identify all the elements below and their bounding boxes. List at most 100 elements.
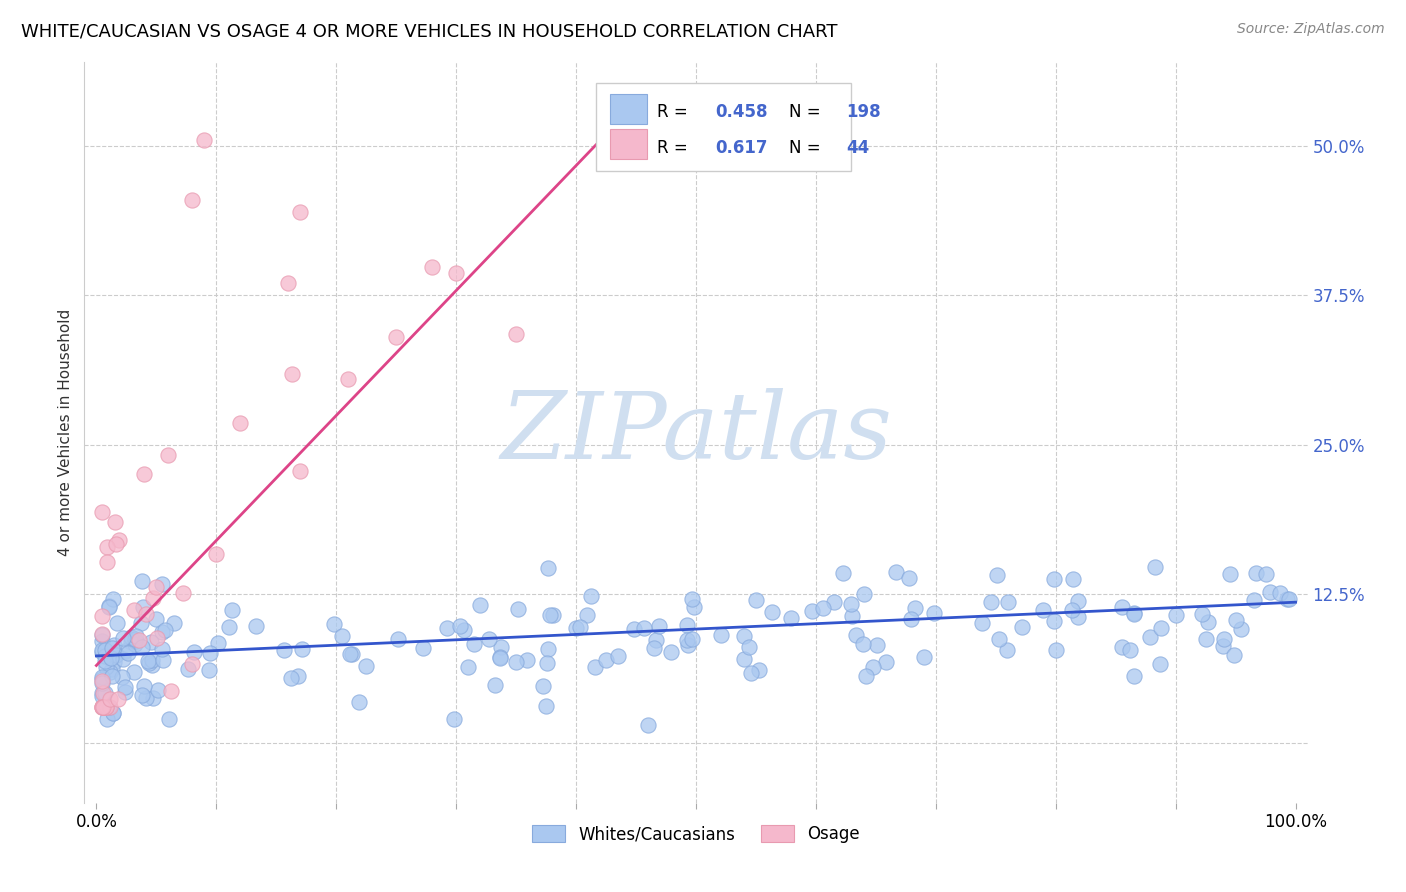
Point [153,624,176,638]
Point [420,260,443,274]
Point [922,606,945,620]
Point [841,597,863,611]
Point [91,609,114,624]
Point [1062,603,1084,617]
Point [193,133,215,147]
Point [107,692,129,706]
Point [172,586,194,600]
Point [1278,591,1301,606]
Point [623,623,645,637]
Point [91,627,114,641]
Text: ZIPatlas: ZIPatlas [501,388,891,477]
Point [568,620,591,634]
Point [290,204,312,219]
Point [449,618,471,632]
Point [160,684,183,698]
Point [595,653,617,667]
Point [866,638,889,652]
Point [1243,592,1265,607]
Point [229,417,252,431]
FancyBboxPatch shape [596,83,851,171]
Point [987,632,1010,647]
Point [436,621,458,635]
Point [94,700,117,714]
Point [91,627,114,641]
Point [659,645,682,659]
Point [124,637,146,651]
Point [281,368,304,382]
Point [277,277,299,291]
Point [101,706,124,721]
Point [505,655,527,669]
Text: N =: N = [789,138,825,157]
Point [683,600,706,615]
Point [1062,572,1084,586]
Point [114,685,136,699]
Point [1223,648,1246,662]
Point [104,647,127,661]
Point [681,632,703,647]
Point [131,688,153,702]
Point [1067,609,1090,624]
Point [800,604,823,618]
Point [157,712,180,726]
Point [997,595,1019,609]
Point [145,631,167,645]
Point [91,672,114,686]
Point [150,625,173,640]
Point [91,645,114,659]
Point [1043,572,1066,586]
Point [177,662,200,676]
Point [1118,642,1140,657]
Point [131,640,153,654]
Point [986,568,1008,582]
Point [1212,640,1234,654]
Point [676,638,699,652]
Point [531,679,554,693]
Point [841,608,863,623]
Point [412,640,434,655]
Point [122,665,145,679]
Point [904,600,927,615]
Y-axis label: 4 or more Vehicles in Household: 4 or more Vehicles in Household [58,309,73,557]
Point [273,643,295,657]
Point [94,660,117,674]
Point [287,668,309,682]
Point [1111,640,1133,655]
Point [744,592,766,607]
Point [120,635,142,649]
Point [91,643,114,657]
Point [124,632,146,647]
Point [98,700,121,714]
Point [488,651,510,665]
Point [205,547,228,561]
Point [93,642,115,657]
Point [330,629,353,643]
Point [218,620,240,634]
Point [444,266,467,280]
Point [245,619,267,633]
Point [94,648,117,663]
Point [1244,566,1267,580]
Point [290,464,312,478]
Point [1123,606,1146,620]
Point [98,691,121,706]
Point [111,632,134,646]
Text: 0.458: 0.458 [716,103,768,121]
Point [537,561,560,575]
Point [152,653,174,667]
Point [1275,592,1298,607]
Point [1191,607,1213,621]
Point [506,602,529,616]
Point [748,663,770,677]
Point [710,628,733,642]
Text: 198: 198 [846,103,882,121]
Point [900,612,922,626]
Point [128,633,150,648]
Point [1122,607,1144,621]
Point [633,621,655,635]
Point [139,634,162,648]
Point [141,653,163,667]
Text: 0.617: 0.617 [716,138,768,157]
Point [912,650,935,665]
